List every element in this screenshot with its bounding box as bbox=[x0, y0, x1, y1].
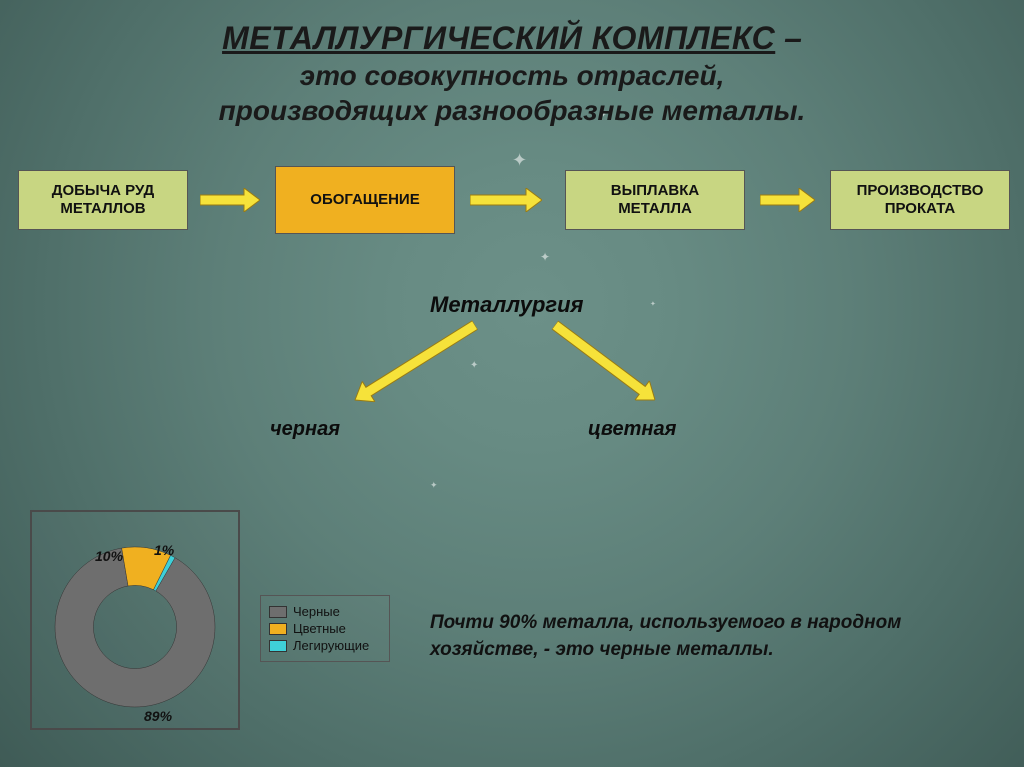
legend-row-2: Легирующие bbox=[269, 638, 381, 653]
sparkle-icon: ✦ bbox=[512, 150, 527, 171]
donut-container: 89% 10% 1% bbox=[30, 510, 240, 730]
legend-label-1: Цветные bbox=[293, 621, 346, 636]
legend-row-0: Черные bbox=[269, 604, 381, 619]
split-arrow-1 bbox=[545, 315, 662, 413]
title-line1: МЕТАЛЛУРГИЧЕСКИЙ КОМПЛЕКС – bbox=[0, 18, 1024, 58]
legend-swatch-0 bbox=[269, 606, 287, 618]
legend-row-1: Цветные bbox=[269, 621, 381, 636]
title-main: МЕТАЛЛУРГИЧЕСКИЙ КОМПЛЕКС bbox=[222, 20, 775, 56]
sparkle-icon: ✦ bbox=[430, 480, 438, 491]
flow-box-b4: ПРОИЗВОДСТВО ПРОКАТА bbox=[830, 170, 1010, 230]
donut-pct-0: 89% bbox=[144, 708, 172, 724]
donut-pct-1: 10% bbox=[95, 548, 123, 564]
legend-swatch-2 bbox=[269, 640, 287, 652]
slide-root: ✦✦✦✦✦✦ МЕТАЛЛУРГИЧЕСКИЙ КОМПЛЕКС – это с… bbox=[0, 0, 1024, 767]
donut-pct-2: 1% bbox=[154, 542, 174, 558]
title-sub2: производящих разнообразные металлы. bbox=[0, 93, 1024, 128]
legend: Черные Цветные Легирующие bbox=[260, 595, 390, 662]
metallurgy-header: Металлургия bbox=[430, 292, 584, 318]
flow-arrow-0 bbox=[200, 188, 260, 217]
sparkle-icon: ✦ bbox=[540, 250, 550, 264]
legend-label-2: Легирующие bbox=[293, 638, 369, 653]
title-block: МЕТАЛЛУРГИЧЕСКИЙ КОМПЛЕКС – это совокупн… bbox=[0, 18, 1024, 128]
sparkle-icon: ✦ bbox=[650, 300, 656, 308]
branch-label-right: цветная bbox=[588, 418, 676, 441]
flow-box-b2: ОБОГАЩЕНИЕ bbox=[275, 166, 455, 234]
bottom-note: Почти 90% металла, используемого в народ… bbox=[430, 610, 1014, 663]
flow-arrow-1 bbox=[470, 188, 542, 217]
title-sub1: это совокупность отраслей, bbox=[0, 58, 1024, 93]
legend-swatch-1 bbox=[269, 623, 287, 635]
flow-box-b3: ВЫПЛАВКА МЕТАЛЛА bbox=[565, 170, 745, 230]
flow-arrow-2 bbox=[760, 188, 815, 217]
sparkle-icon: ✦ bbox=[470, 360, 478, 371]
donut-chart bbox=[32, 512, 238, 728]
split-arrow-0 bbox=[346, 311, 481, 411]
flow-box-b1: ДОБЫЧА РУД МЕТАЛЛОВ bbox=[18, 170, 188, 230]
branch-label-left: черная bbox=[270, 418, 340, 441]
title-dash: – bbox=[775, 20, 802, 56]
legend-label-0: Черные bbox=[293, 604, 340, 619]
